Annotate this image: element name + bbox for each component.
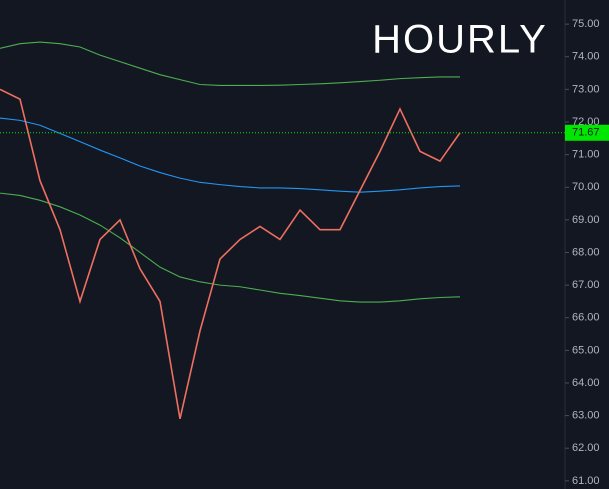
y-tick-label: 65.00 [572,344,600,356]
y-tick-label: 70.00 [572,181,600,193]
current-price-tag [565,124,609,141]
y-tick-label: 66.00 [572,312,600,324]
series-line [0,117,461,193]
series-line [0,41,460,87]
y-tick-label: 64.00 [572,377,600,389]
y-tick-label: 62.00 [572,442,600,454]
y-tick-label: 71.00 [572,149,600,161]
y-tick-label: 68.00 [572,246,600,258]
y-tick-label: 74.00 [572,51,600,63]
y-tick-label: 63.00 [572,410,600,422]
y-tick-label: 69.00 [572,214,600,226]
series-line [0,88,461,420]
y-tick-label: 73.00 [572,83,600,95]
y-tick-label: 61.00 [572,475,600,487]
y-tick-label: 67.00 [572,279,600,291]
series-line [0,192,461,303]
chart-title: HOURLY [372,18,548,62]
current-price-label: 71.67 [572,127,600,139]
y-tick-label: 75.00 [572,18,600,30]
